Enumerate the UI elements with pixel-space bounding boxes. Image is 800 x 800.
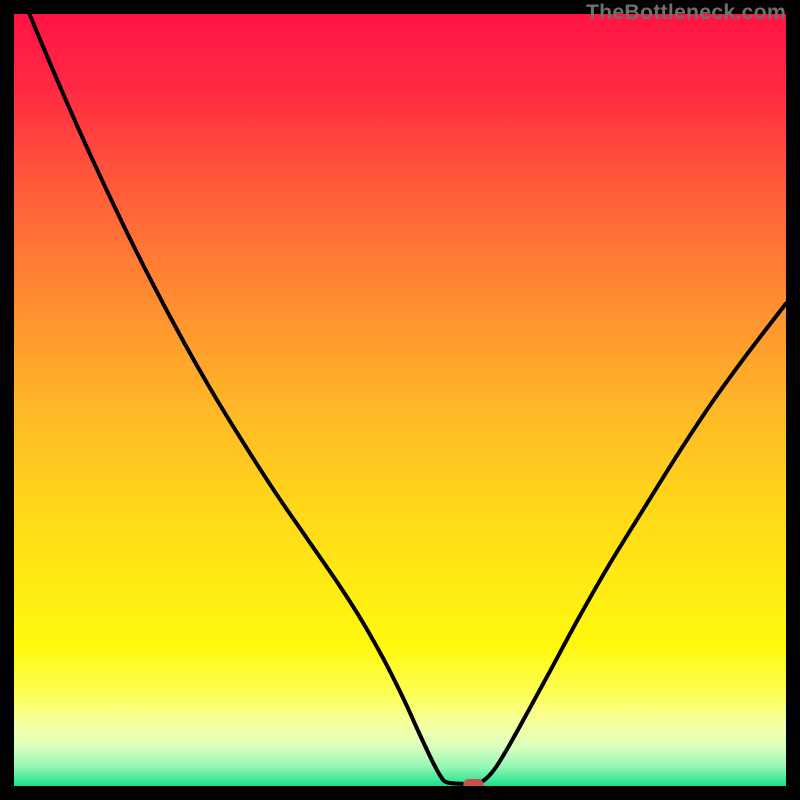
optimum-marker: [463, 779, 483, 786]
chart-background: [14, 14, 786, 786]
bottleneck-curve-chart: [14, 14, 786, 786]
watermark-text: TheBottleneck.com: [586, 0, 786, 25]
chart-frame: TheBottleneck.com: [0, 0, 800, 800]
